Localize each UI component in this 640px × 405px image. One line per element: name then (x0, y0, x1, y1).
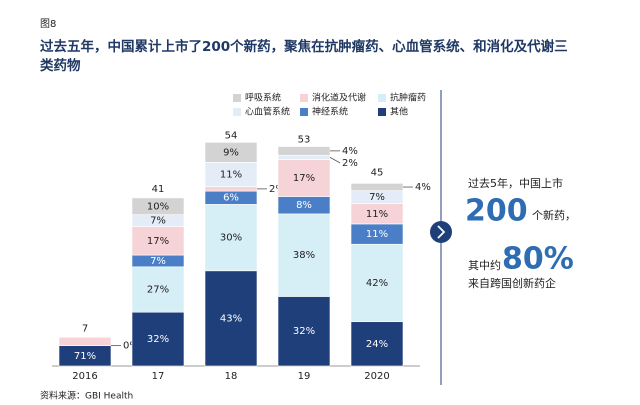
value-label: 43% (220, 313, 242, 324)
value-label: 17% (147, 236, 169, 247)
legend-swatch (233, 94, 241, 102)
figure-label: 图8 (40, 18, 56, 30)
value-label: 11% (366, 229, 388, 240)
legend-swatch (300, 108, 308, 116)
total-label: 45 (371, 168, 384, 179)
bar-segment (204, 204, 258, 272)
value-label: 4% (415, 182, 431, 193)
value-label: 0% (123, 341, 139, 352)
source: 资料来源：GBI Health (40, 390, 133, 402)
bar-segment (131, 226, 185, 256)
bar-segment (204, 186, 258, 192)
value-label: 7% (150, 216, 166, 227)
value-label: 32% (293, 326, 315, 337)
total-label: 7 (82, 323, 88, 334)
x-tick-label: 18 (225, 371, 238, 382)
value-label: 71% (74, 351, 96, 362)
value-label: 6% (223, 193, 239, 204)
value-label: 27% (147, 285, 169, 296)
legend-swatch (378, 94, 386, 102)
value-label: 9% (223, 147, 239, 158)
bar-segment (131, 197, 185, 216)
value-label: 4% (342, 146, 358, 157)
legend-swatch (233, 108, 241, 116)
value-label: 8% (296, 200, 312, 211)
legend-label: 心血管系统 (245, 106, 290, 118)
value-label: 11% (220, 169, 242, 180)
legend-label: 消化道及代谢 (312, 92, 366, 104)
value-label: 10% (147, 201, 169, 212)
value-label: 2% (269, 184, 285, 195)
bar-segment (204, 162, 258, 187)
bar-segment (350, 321, 404, 367)
value-label: 11% (366, 209, 388, 220)
value-label: 2% (342, 158, 358, 169)
bar-segment (277, 296, 331, 367)
value-label: 7% (369, 192, 385, 203)
bar-segment (58, 336, 112, 346)
bar-segment (350, 243, 404, 323)
bar-segment (131, 266, 185, 313)
arrow-chevron (437, 225, 446, 239)
side-text: 个新药， (532, 208, 576, 222)
total-label: 54 (225, 131, 238, 142)
legend-swatch (300, 94, 308, 102)
legend-label: 神经系统 (312, 106, 348, 118)
value-label: 7% (150, 256, 166, 267)
side-text: 来自跨国创新药企 (468, 276, 556, 290)
side-text: 其中约 (468, 259, 501, 272)
bar-segment (204, 142, 258, 163)
x-tick-label: 19 (298, 371, 311, 382)
value-label: 32% (147, 334, 169, 345)
leader-line (329, 157, 341, 164)
legend-label: 呼吸系统 (245, 92, 281, 104)
x-tick-label: 17 (152, 371, 165, 382)
value-label: 38% (293, 250, 315, 261)
legend-label: 抗肿瘤药 (390, 92, 426, 104)
bar-segment (277, 146, 331, 156)
x-tick-label: 2020 (364, 371, 389, 382)
chart-title: 类药物 (40, 57, 81, 74)
bar-segment (277, 154, 331, 160)
value-label: 17% (293, 173, 315, 184)
total-label: 53 (298, 135, 311, 146)
bar-segment (350, 183, 404, 192)
value-label: 24% (366, 339, 388, 350)
legend-swatch (378, 108, 386, 116)
bar-segment (277, 159, 331, 197)
side-text: 过去5年，中国上市 (468, 176, 563, 190)
x-tick-label: 2016 (72, 371, 97, 382)
value-label: 30% (220, 233, 242, 244)
bar-segment (277, 213, 331, 297)
side-big: 200 (465, 194, 528, 229)
value-label: 42% (366, 278, 388, 289)
arrow-circle (430, 221, 452, 243)
total-label: 41 (152, 184, 165, 195)
chart-title: 过去五年，中国累计上市了200个新药，聚焦在抗肿瘤药、心血管系统、和消化及代谢三 (40, 38, 568, 55)
side-big: 80% (502, 242, 574, 277)
legend-label: 其他 (390, 106, 408, 118)
